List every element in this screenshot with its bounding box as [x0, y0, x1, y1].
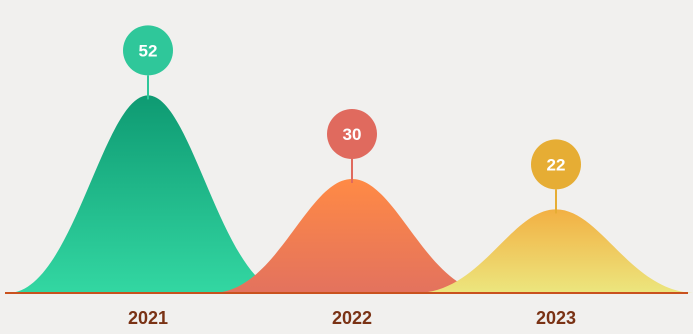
value-bubble-2023: [531, 139, 581, 190]
bell-curve-2023: [416, 209, 693, 293]
value-label-2023: 22: [547, 155, 566, 174]
category-label-2023: 2023: [536, 308, 576, 328]
value-label-2022: 30: [343, 125, 362, 144]
bell-curve-2021: [8, 95, 288, 294]
bell-curve-2022: [212, 179, 492, 293]
value-label-2021: 52: [139, 41, 158, 60]
value-bubble-2022: [327, 109, 377, 159]
category-label-2022: 2022: [332, 308, 372, 328]
category-label-2021: 2021: [128, 308, 168, 328]
value-bubble-2021: [123, 25, 173, 76]
